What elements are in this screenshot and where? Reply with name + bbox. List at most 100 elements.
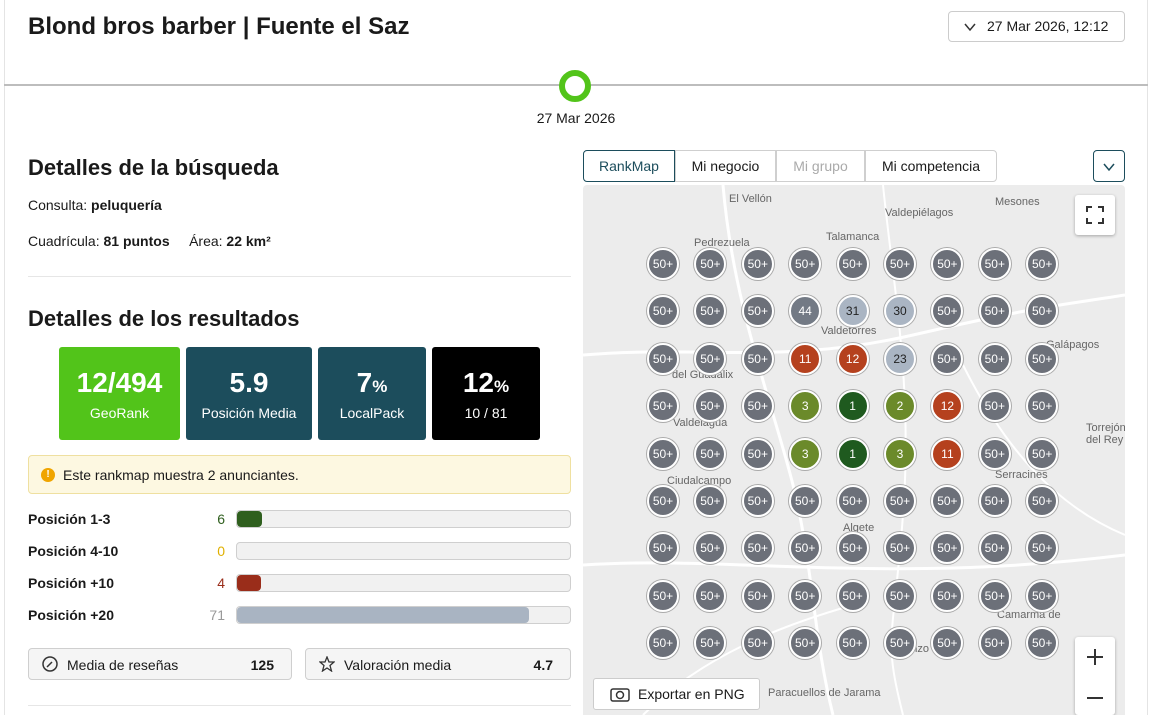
position-bar-track xyxy=(236,574,571,592)
zoom-out[interactable] xyxy=(1086,689,1104,707)
grid-point[interactable]: 50+ xyxy=(836,485,869,517)
grid-point[interactable]: 50+ xyxy=(978,579,1011,612)
export-button[interactable]: Exportar en PNG xyxy=(593,678,760,710)
grid-point[interactable]: 50+ xyxy=(694,248,727,280)
grid-point[interactable]: 50+ xyxy=(1026,627,1059,660)
grid-point[interactable]: 50+ xyxy=(694,437,727,470)
fullscreen-button[interactable] xyxy=(1075,195,1115,235)
grid-point[interactable]: 50+ xyxy=(1026,579,1059,612)
zoom-in[interactable] xyxy=(1086,648,1104,666)
stat-label: Valoración media xyxy=(344,657,452,673)
grid-point[interactable]: 50+ xyxy=(789,532,822,565)
grid-point[interactable]: 50+ xyxy=(836,248,869,280)
grid-point[interactable]: 12 xyxy=(931,390,964,423)
grid-point[interactable]: 50+ xyxy=(836,532,869,565)
grid-point[interactable]: 50+ xyxy=(931,579,964,612)
grid-point[interactable]: 50+ xyxy=(789,248,822,280)
grid-point[interactable]: 50+ xyxy=(978,627,1011,660)
grid-point[interactable]: 50+ xyxy=(694,295,727,328)
grid-point[interactable]: 1 xyxy=(836,390,869,423)
grid-point[interactable]: 50+ xyxy=(931,342,964,375)
grid-point[interactable]: 50+ xyxy=(836,627,869,660)
grid-point[interactable]: 50+ xyxy=(647,627,679,660)
grid-point[interactable]: 50+ xyxy=(1026,248,1059,280)
grid-point[interactable]: 11 xyxy=(931,437,964,470)
metric-value: 5.9 xyxy=(186,367,312,399)
place-label: Torrejón del Rey xyxy=(1086,422,1125,446)
grid-point[interactable]: 50+ xyxy=(1026,485,1059,517)
grid-point[interactable]: 50+ xyxy=(931,627,964,660)
grid-point[interactable]: 50+ xyxy=(884,532,916,565)
grid-point[interactable]: 50+ xyxy=(741,485,774,517)
grid-point[interactable]: 50+ xyxy=(931,485,964,517)
grid-point[interactable]: 2 xyxy=(884,390,916,423)
grid-point[interactable]: 50+ xyxy=(1026,295,1059,328)
grid-point[interactable]: 50+ xyxy=(931,532,964,565)
grid-point[interactable]: 1 xyxy=(836,437,869,470)
grid-point[interactable]: 50+ xyxy=(647,579,679,612)
stat-box: Media de reseñas 125 xyxy=(28,648,292,680)
grid-point[interactable]: 50+ xyxy=(647,248,679,280)
grid-point[interactable]: 50+ xyxy=(931,248,964,280)
tab[interactable]: Mi negocio xyxy=(675,150,776,182)
tab[interactable]: Mi competencia xyxy=(865,150,997,182)
grid-point[interactable]: 50+ xyxy=(978,248,1011,280)
grid-point[interactable]: 50+ xyxy=(694,532,727,565)
map[interactable]: El Vellón Valdepiélagos Mesones Pedrezuela T… xyxy=(583,185,1125,715)
grid-point[interactable]: 50+ xyxy=(647,390,679,423)
grid-point[interactable]: 12 xyxy=(836,342,869,375)
place-label: Serracines xyxy=(995,469,1048,481)
grid-point[interactable]: 50+ xyxy=(1026,532,1059,565)
dropdown-button[interactable] xyxy=(1093,150,1125,182)
grid-point[interactable]: 50+ xyxy=(789,485,822,517)
grid-point[interactable]: 50+ xyxy=(884,579,916,612)
grid-point[interactable]: 31 xyxy=(836,295,869,328)
grid-point[interactable]: 50+ xyxy=(741,532,774,565)
date-select[interactable]: 27 Mar 2026, 12:12 xyxy=(948,11,1125,42)
grid-point[interactable]: 50+ xyxy=(884,627,916,660)
grid-point[interactable]: 50+ xyxy=(978,390,1011,423)
grid-point[interactable]: 50+ xyxy=(694,390,727,423)
grid-point[interactable]: 50+ xyxy=(647,532,679,565)
grid-point[interactable]: 50+ xyxy=(931,295,964,328)
grid-point[interactable]: 50+ xyxy=(978,342,1011,375)
grid-point[interactable]: 50+ xyxy=(978,532,1011,565)
grid-point[interactable]: 50+ xyxy=(647,342,679,375)
grid-point[interactable]: 3 xyxy=(789,390,822,423)
grid-point[interactable]: 50+ xyxy=(1026,437,1059,470)
grid-point[interactable]: 3 xyxy=(884,437,916,470)
grid-point[interactable]: 50+ xyxy=(1026,390,1059,423)
grid-point[interactable]: 3 xyxy=(789,437,822,470)
grid-point[interactable]: 50+ xyxy=(741,295,774,328)
grid-point[interactable]: 50+ xyxy=(694,579,727,612)
grid-point[interactable]: 50+ xyxy=(741,390,774,423)
grid-point[interactable]: 44 xyxy=(789,295,822,328)
grid-point[interactable]: 50+ xyxy=(741,437,774,470)
grid-point[interactable]: 50+ xyxy=(789,627,822,660)
grid-point[interactable]: 50+ xyxy=(884,248,916,280)
value: 22 km² xyxy=(226,233,271,249)
grid-point[interactable]: 50+ xyxy=(647,295,679,328)
grid-point[interactable]: 50+ xyxy=(978,485,1011,517)
grid-point[interactable]: 50+ xyxy=(836,579,869,612)
grid-point[interactable]: 50+ xyxy=(1026,342,1059,375)
grid-point[interactable]: 50+ xyxy=(741,627,774,660)
grid-point[interactable]: 11 xyxy=(789,342,822,375)
grid-point[interactable]: 50+ xyxy=(741,248,774,280)
grid-point[interactable]: 50+ xyxy=(789,579,822,612)
grid-point[interactable]: 50+ xyxy=(647,485,679,517)
grid-point[interactable]: 50+ xyxy=(978,295,1011,328)
grid-point[interactable]: 50+ xyxy=(694,485,727,517)
grid-point[interactable]: 50+ xyxy=(741,579,774,612)
grid-point[interactable]: 30 xyxy=(884,295,916,328)
grid-point[interactable]: 50+ xyxy=(694,627,727,660)
grid-point[interactable]: 50+ xyxy=(694,342,727,375)
metric-label: Posición Media xyxy=(201,405,297,421)
timeline-point[interactable] xyxy=(559,70,591,102)
grid-point[interactable]: 23 xyxy=(884,342,916,375)
grid-point[interactable]: 50+ xyxy=(741,342,774,375)
grid-point[interactable]: 50+ xyxy=(978,437,1011,470)
grid-point[interactable]: 50+ xyxy=(884,485,916,517)
tab[interactable]: RankMap xyxy=(583,150,675,182)
grid-point[interactable]: 50+ xyxy=(647,437,679,470)
